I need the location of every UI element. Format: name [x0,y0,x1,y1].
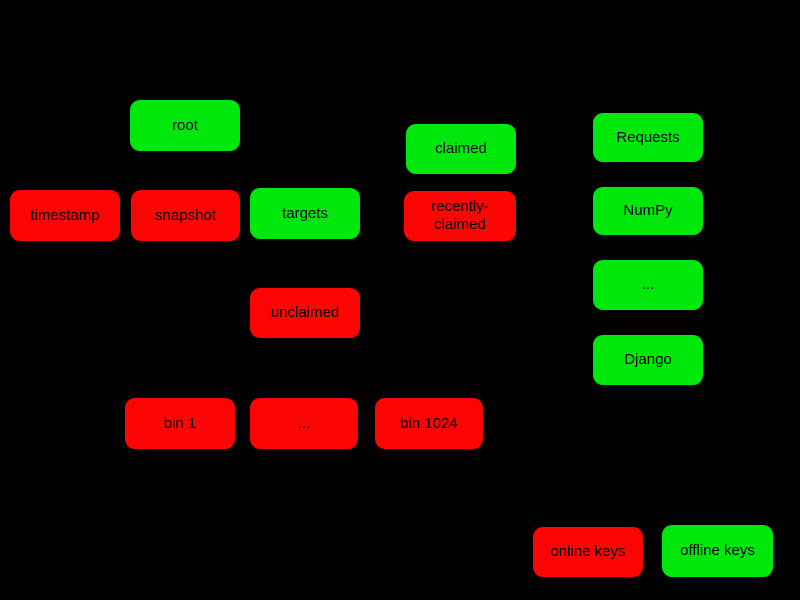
node-project-django: Django [593,335,703,385]
node-targets: targets [250,188,360,239]
node-root: root [130,100,240,151]
node-timestamp: timestamp [10,190,120,241]
node-snapshot: snapshot [131,190,240,241]
legend-online-keys: online keys [533,527,643,577]
node-claimed: claimed [406,124,516,174]
node-unclaimed: unclaimed [250,288,360,338]
node-project-ellipsis: ... [593,260,703,310]
node-recently-claimed: recently-claimed [404,191,516,241]
node-bin-ellipsis: ... [250,398,358,449]
node-bin-1024: bin 1024 [375,398,483,449]
legend-offline-keys: offline keys [662,525,773,577]
node-project-numpy: NumPy [593,187,703,235]
node-project-requests: Requests [593,113,703,162]
node-bin-1: bin 1 [125,398,235,449]
